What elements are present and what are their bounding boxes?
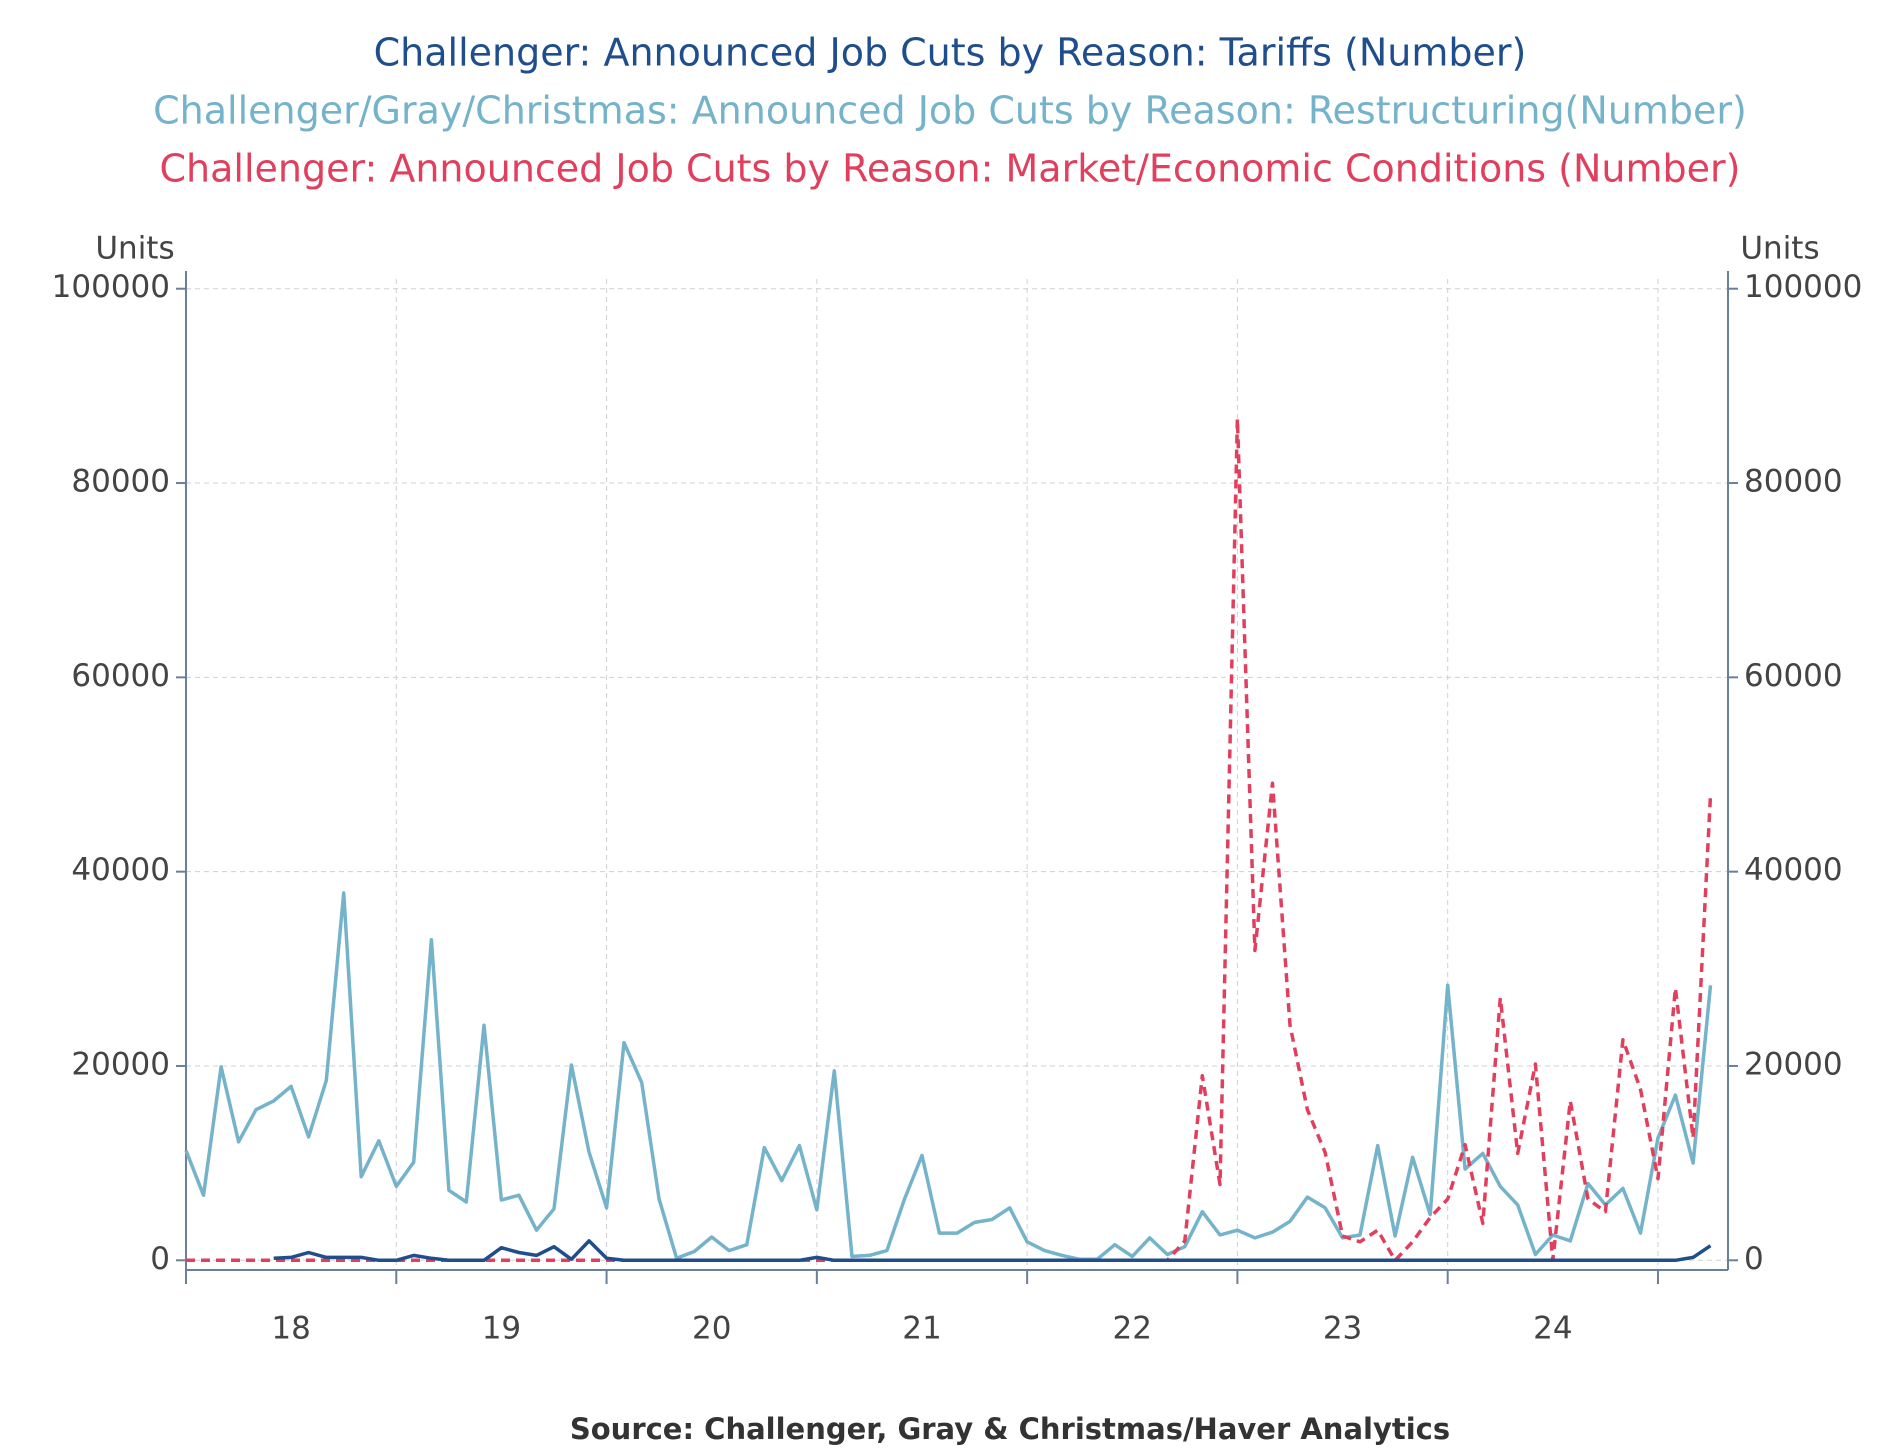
- y-tick-label: 20000: [71, 1046, 170, 1082]
- y-axis-label: Units: [95, 231, 174, 267]
- source: Source: Challenger, Gray & Christmas/Hav…: [570, 1412, 1450, 1446]
- x-tick-label: 22: [1113, 1311, 1152, 1347]
- y2-axis-label: Units: [1740, 231, 1819, 267]
- series-line: [186, 417, 1713, 1263]
- x-tick-label: 21: [902, 1311, 941, 1347]
- legend-entry: Challenger/Gray/Christmas: Announced Job…: [153, 89, 1747, 133]
- y2-tick-label: 60000: [1744, 658, 1843, 694]
- y-tick-label: 40000: [71, 852, 170, 888]
- y2-tick-label: 80000: [1744, 464, 1843, 500]
- y2-tick-label: 0: [1744, 1241, 1764, 1277]
- x-tick-label: 20: [692, 1311, 731, 1347]
- series-line: [184, 891, 1713, 1262]
- x-tick-label: 19: [482, 1311, 521, 1347]
- y-tick-label: 0: [150, 1241, 170, 1277]
- x-tick-label: 24: [1533, 1311, 1572, 1347]
- series-line: [273, 1239, 1712, 1263]
- y-tick-label: 80000: [71, 464, 170, 500]
- legend-entry: Challenger: Announced Job Cuts by Reason…: [160, 147, 1741, 191]
- y2-tick-label: 100000: [1744, 269, 1862, 305]
- y-tick-label: 100000: [52, 269, 170, 305]
- x-tick-label: 18: [271, 1311, 310, 1347]
- y2-tick-label: 40000: [1744, 852, 1843, 888]
- legend-entry: Challenger: Announced Job Cuts by Reason…: [374, 31, 1527, 75]
- x-tick-label: 23: [1323, 1311, 1362, 1347]
- y2-tick-label: 20000: [1744, 1046, 1843, 1082]
- y-tick-label: 60000: [71, 658, 170, 694]
